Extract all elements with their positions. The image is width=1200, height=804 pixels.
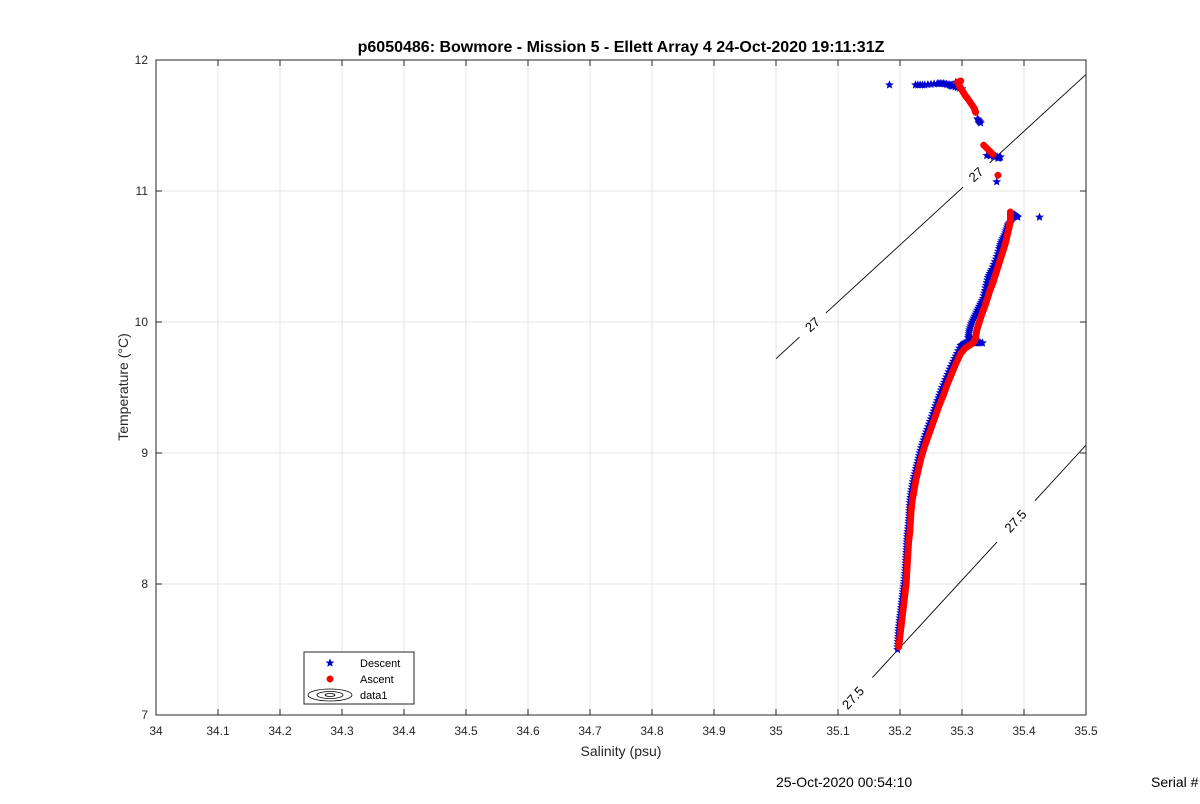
x-tick-label: 35.1 <box>826 724 850 738</box>
x-tick-label: 34.9 <box>702 724 726 738</box>
legend-contour-icon <box>307 688 353 702</box>
x-tick-label: 35.2 <box>888 724 912 738</box>
y-tick-label: 11 <box>136 184 149 198</box>
y-axis-label: Temperature (°C) <box>115 333 131 441</box>
descent-point <box>992 177 1002 186</box>
y-axis-ticks: 7 8 9 10 11 12 <box>135 53 1086 722</box>
x-tick-label: 35.5 <box>1074 724 1098 738</box>
descent-point <box>973 114 982 123</box>
y-tick-label: 10 <box>135 315 149 329</box>
contour-line-segment <box>775 336 800 360</box>
contour-line-segment <box>989 74 1086 164</box>
legend-descent-label: Descent <box>360 658 400 670</box>
x-tick-label: 34.5 <box>454 724 478 738</box>
x-tick-label: 35 <box>769 724 783 738</box>
descent-point <box>1035 212 1044 221</box>
descent-point <box>1013 212 1023 221</box>
contour-line-segment <box>872 541 998 678</box>
x-tick-label: 35.4 <box>1012 724 1036 738</box>
legend-contour-label: data1 <box>360 690 388 702</box>
footer-timestamp: 25-Oct-2020 00:54:10 <box>776 774 913 790</box>
ascent-series <box>895 77 1014 651</box>
legend-ascent-point <box>326 675 334 683</box>
y-tick-label: 9 <box>141 446 148 460</box>
contour-line-segment <box>1034 444 1086 502</box>
x-tick-label: 34.6 <box>516 724 540 738</box>
footer-serial: Serial # <box>1151 774 1199 790</box>
chart-title: p6050486: Bowmore - Mission 5 - Ellett A… <box>358 39 885 56</box>
x-tick-label: 34.3 <box>330 724 354 738</box>
descent-point <box>911 80 920 89</box>
x-axis-label: Salinity (psu) <box>581 743 662 759</box>
descent-point <box>885 80 894 89</box>
x-tick-label: 34.1 <box>206 724 230 738</box>
ascent-point <box>957 77 965 85</box>
legend-ascent-marker <box>326 675 334 683</box>
legend-ascent-label: Ascent <box>360 674 394 686</box>
x-axis-ticks: 34 34.1 34.2 34.3 34.4 34.5 34.6 34.7 34.8 34.9 35… <box>149 60 1098 738</box>
legend-descent-point <box>325 658 335 667</box>
contour-line-segment <box>825 186 964 314</box>
axes-box <box>155 59 1087 716</box>
x-tick-label: 34.2 <box>268 724 292 738</box>
legend-box <box>303 651 415 705</box>
x-tick-label: 34.4 <box>392 724 416 738</box>
ascent-point <box>1006 208 1014 216</box>
ascent-point <box>994 171 1002 179</box>
legend-descent-marker <box>325 658 335 667</box>
ascent-point <box>980 141 988 149</box>
y-tick-label: 7 <box>141 708 148 722</box>
x-tick-label: 35.3 <box>950 724 974 738</box>
axes-background <box>156 60 1086 715</box>
density-contours <box>775 74 1086 678</box>
y-tick-label: 12 <box>135 53 149 67</box>
x-tick-label: 34.8 <box>640 724 664 738</box>
y-tick-label: 8 <box>141 577 148 591</box>
x-tick-label: 34 <box>149 724 163 738</box>
x-tick-label: 34.7 <box>578 724 602 738</box>
legend: Descent Ascent data1 <box>303 651 415 705</box>
